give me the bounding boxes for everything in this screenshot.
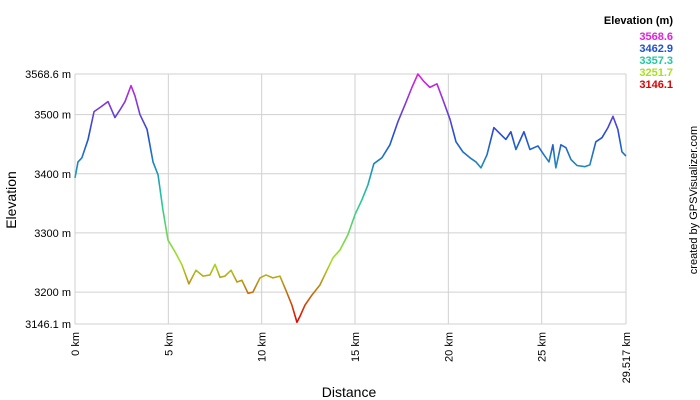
y-tick-label: 3300 m xyxy=(34,228,71,240)
y-tick-label: 3146.1 m xyxy=(25,319,71,331)
y-tick-label: 3200 m xyxy=(34,287,71,299)
legend-value: 3462.9 xyxy=(639,43,673,55)
legend-value: 3251.7 xyxy=(639,67,673,79)
x-tick-label: 10 km xyxy=(257,332,269,362)
x-tick-label: 20 km xyxy=(443,332,455,362)
legend-value: 3146.1 xyxy=(639,79,673,91)
y-tick-label: 3500 m xyxy=(34,110,71,122)
legend-title: Elevation (m) xyxy=(604,15,673,27)
x-tick-label: 25 km xyxy=(537,332,549,362)
y-tick-label: 3568.6 m xyxy=(25,69,71,81)
legend-value: 3357.3 xyxy=(639,55,673,67)
x-tick-label: 5 km xyxy=(163,332,175,356)
x-tick-label: 0 km xyxy=(70,332,82,356)
credit: created by GPSVisualizer.com xyxy=(688,126,700,274)
x-axis-label: Distance xyxy=(322,384,377,400)
y-axis-label: Elevation xyxy=(3,171,19,229)
x-tick-label: 29.517 km xyxy=(621,332,633,383)
y-tick-label: 3400 m xyxy=(34,169,71,181)
legend-value: 3568.6 xyxy=(639,31,673,43)
elevation-line xyxy=(74,73,627,324)
x-tick-label: 15 km xyxy=(350,332,362,362)
